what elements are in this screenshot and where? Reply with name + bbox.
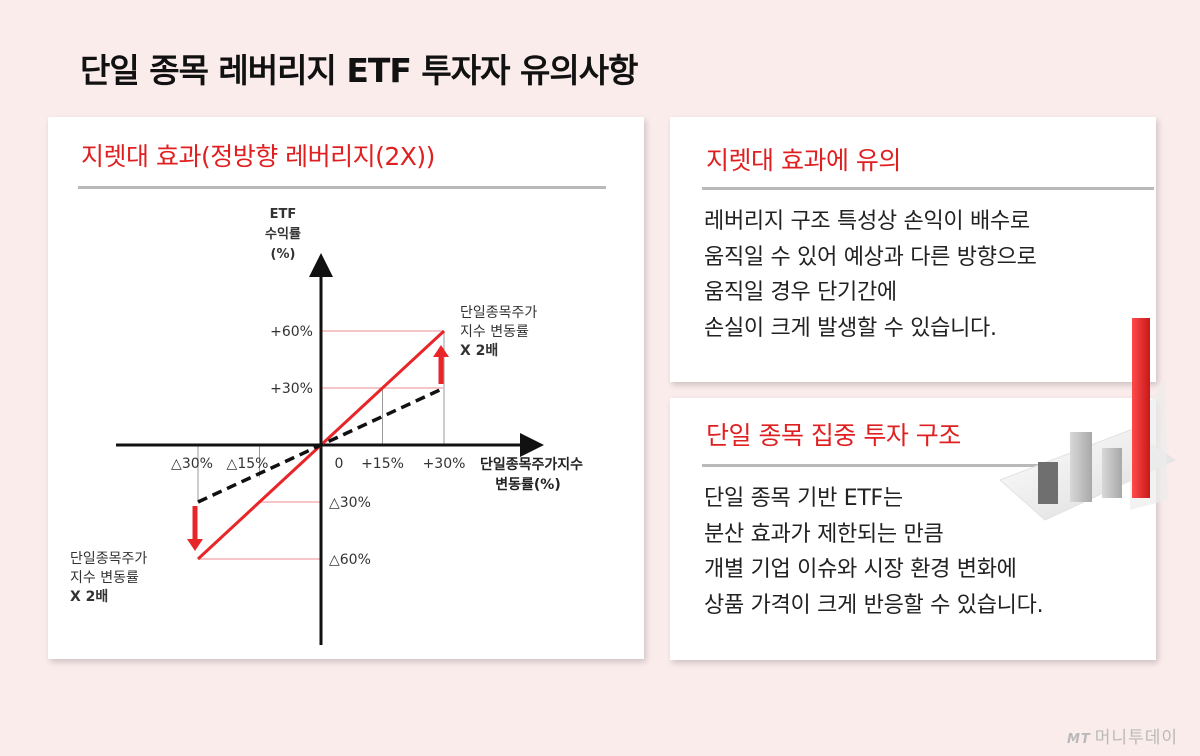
page-title: 단일 종목 레버리지 ETF 투자자 유의사항 xyxy=(80,51,638,90)
x-tick-label: △15% xyxy=(227,456,269,472)
x-tick-label: △30% xyxy=(171,456,213,472)
y-tick-label: △30% xyxy=(329,495,371,511)
x-tick-label: +15% xyxy=(361,456,404,472)
x-tick-label: 0 xyxy=(335,456,344,472)
title-divider xyxy=(78,186,606,189)
caution-box-title: 지렛대 효과에 유의 xyxy=(706,146,901,175)
caution-box-body: 레버리지 구조 특성상 손익이 배수로 움직일 수 있어 예상과 다른 방향으로… xyxy=(704,204,1037,346)
y-axis-label: ETF xyxy=(270,207,297,222)
body-line: 단일 종목 기반 ETF는 xyxy=(704,486,903,511)
concentration-box-title: 단일 종목 집중 투자 구조 xyxy=(706,421,961,450)
x-tick-label: +30% xyxy=(423,456,466,472)
y-axis-label: 수익률 xyxy=(265,226,301,242)
down-arrow-head xyxy=(187,539,203,551)
annotation-text: X 2배 xyxy=(70,589,108,605)
body-line: 움직일 경우 단기간에 xyxy=(704,280,897,305)
y-tick-label: △60% xyxy=(329,552,371,568)
annotation-text: 지수 변동률 xyxy=(460,324,529,340)
y-axis-label: (%) xyxy=(271,247,296,262)
body-line: 레버리지 구조 특성상 손익이 배수로 xyxy=(704,209,1030,234)
leverage-caution-box: 지렛대 효과에 유의 레버리지 구조 특성상 손익이 배수로 움직일 수 있어 … xyxy=(670,117,1156,382)
watermark-text: 머니투데이 xyxy=(1094,728,1178,748)
watermark: MT 머니투데이 xyxy=(1067,723,1178,748)
title-divider xyxy=(702,464,1154,467)
chart-panel-title: 지렛대 효과(정방향 레버리지(2X)) xyxy=(81,142,435,171)
annotation-text: 단일종목주가 xyxy=(70,551,147,567)
concentration-box-body: 단일 종목 기반 ETF는 분산 효과가 제한되는 만큼 개별 기업 이슈와 시… xyxy=(704,481,1044,623)
body-line: 움직일 수 있어 예상과 다른 방향으로 xyxy=(704,244,1037,270)
annotation-text: 단일종목주가 xyxy=(460,305,537,321)
series-1x-dashed-line xyxy=(197,386,445,504)
up-arrow-head xyxy=(433,345,449,357)
watermark-logo: MT xyxy=(1066,732,1091,747)
bar-graph-decoration-icon xyxy=(999,318,1177,521)
body-line: 손실이 크게 발생할 수 있습니다. xyxy=(704,315,997,341)
annotation-text: 지수 변동률 xyxy=(70,570,139,586)
annotation-text: X 2배 xyxy=(460,343,498,359)
x-axis-label: 단일종목주가지수 xyxy=(480,456,583,473)
body-line: 상품 가격이 크게 반응할 수 있습니다. xyxy=(704,592,1044,618)
y-tick-label: +30% xyxy=(270,381,313,397)
title-divider xyxy=(702,187,1154,190)
body-line: 분산 효과가 제한되는 만큼 xyxy=(704,521,944,547)
x-axis-label: 변동률(%) xyxy=(495,476,560,493)
y-tick-label: +60% xyxy=(270,324,313,340)
body-line: 개별 기업 이슈와 시장 환경 변화에 xyxy=(704,557,1017,582)
